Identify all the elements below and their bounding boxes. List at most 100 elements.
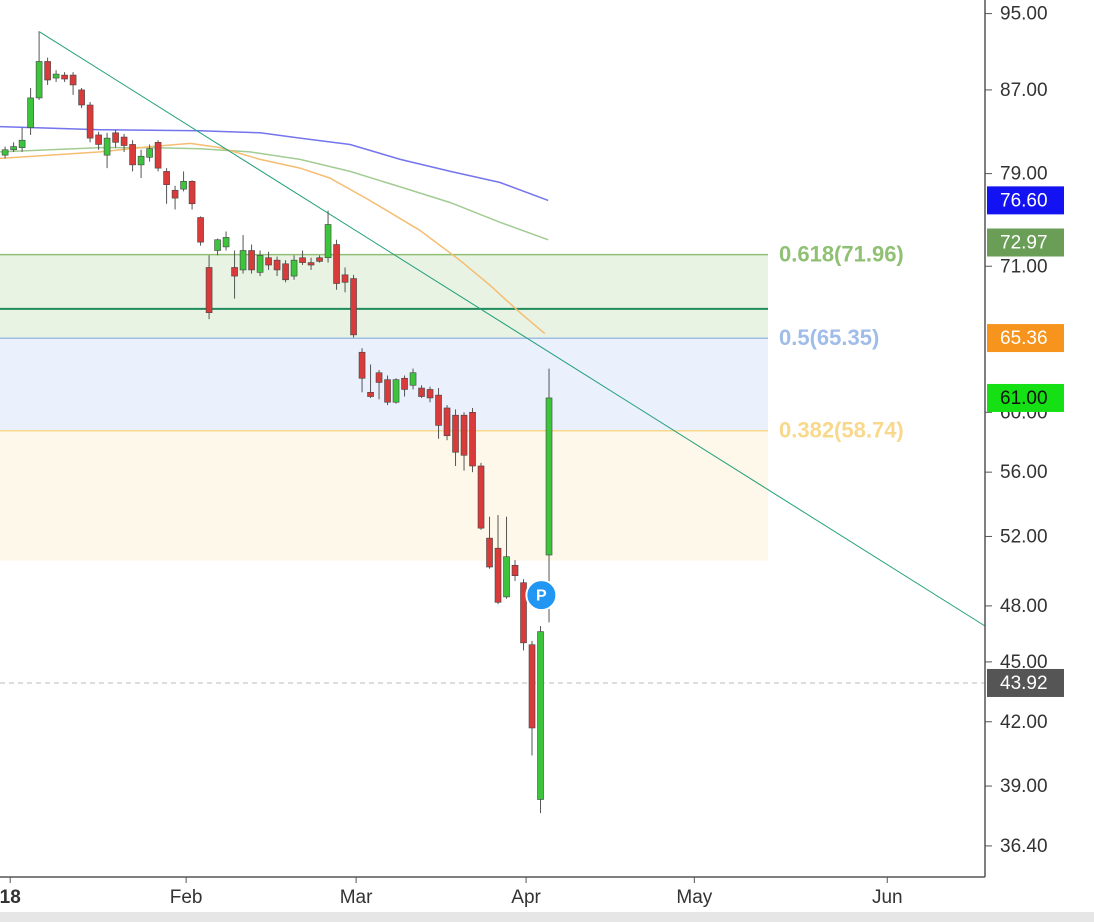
candle-body [69,74,77,86]
candle-body [273,259,281,271]
candle-body [78,89,85,106]
candle-body [52,73,60,79]
price-tag [987,668,1064,697]
candle-body [384,379,391,403]
y-tick-label: 52.00 [1000,526,1048,547]
price-tag-label: 76.60 [1000,190,1048,211]
fib-label: 0.382(58.74) [779,418,904,443]
candle-body [180,181,187,190]
y-tick-label: 56.00 [1000,462,1048,483]
y-tick-label: 87.00 [1000,80,1048,101]
y-tick-label: 45.00 [1000,652,1048,673]
candle-body [265,257,272,266]
price-tag [987,228,1064,257]
candle-body [494,547,502,603]
fib-band [0,430,768,561]
candle-body [511,564,519,577]
fib-label: 0.5(65.35) [779,325,879,350]
candle-body [503,556,510,598]
y-tick-label: 71.00 [1000,256,1048,277]
price-tag-label: 72.97 [1000,233,1048,254]
x-tick-label: May [676,887,712,908]
event-marker-label: P [536,587,547,604]
candle-body [307,262,315,266]
candle-body [61,74,68,80]
candle-body [163,171,170,185]
candle-body [256,255,264,273]
candle-body [10,146,17,151]
candle-body [358,351,366,379]
price-tag-label: 43.92 [1000,673,1048,694]
candle-body [477,465,485,529]
candle-body [146,148,153,158]
candle-body [299,257,306,263]
candle-body [231,267,238,277]
candle-body [95,134,102,145]
candle-body [103,137,111,156]
candle-body [18,139,26,148]
candle-body [35,61,43,99]
candle-body [120,136,128,146]
candle-body [171,189,179,199]
candle-body [248,250,255,271]
candle-body [545,397,553,556]
candle-body [214,239,221,251]
candle-body [44,61,51,81]
event-marker [525,579,558,612]
y-tick-label: 79.00 [1000,164,1048,185]
candle-body [1,149,9,156]
candle-body [129,144,136,166]
x-tick-label: Jun [872,887,903,908]
x-tick-label: Mar [340,887,373,908]
price-tag-label: 61.00 [1000,388,1048,409]
candle-body [426,389,434,399]
candle-body [154,142,162,169]
moving-average [0,125,549,202]
candle-body [460,414,468,456]
candle-body [324,224,332,259]
fib-band [0,254,768,339]
candle-body [401,377,408,390]
candle-body [367,391,374,397]
price-tag-label: 65.36 [1000,328,1048,349]
bottom-strip [0,912,1094,922]
candle-body [197,217,204,243]
candle-body [282,263,289,281]
candle-body [452,414,459,453]
candle-body [350,278,357,336]
price-tag [987,324,1064,353]
candle-body [239,250,247,271]
candle-body [137,155,145,166]
candle-body [486,537,493,568]
x-tick-label: Feb [170,887,203,908]
candle-body [435,394,442,426]
y-tick-label: 39.00 [1000,776,1048,797]
y-tick-label: 95.00 [1000,4,1048,25]
y-tick-label: 48.00 [1000,596,1048,617]
candle-body [537,631,544,800]
price-tag [987,186,1064,215]
candle-body [375,372,383,383]
candle-body [443,407,451,437]
trendline [39,31,986,627]
candle-body [86,104,94,139]
y-tick-label: 42.00 [1000,712,1048,733]
candle-body [188,181,196,205]
price-tag [987,383,1064,412]
candle-body [528,644,536,729]
candle-body [520,582,527,644]
y-tick-label: 36.40 [1000,836,1048,857]
candle-body [409,372,417,386]
candle-body [27,97,34,128]
candle-body [290,259,298,277]
candle-body [392,379,400,403]
fib-label: 0.618(71.96) [779,241,904,266]
candle-body [222,237,230,248]
candle-body [316,257,323,262]
candle-body [469,411,476,467]
candle-body [205,267,213,313]
candle-body [333,244,340,284]
x-tick-label: Apr [511,887,541,908]
candle-body [418,387,425,397]
candle-body [112,132,119,143]
